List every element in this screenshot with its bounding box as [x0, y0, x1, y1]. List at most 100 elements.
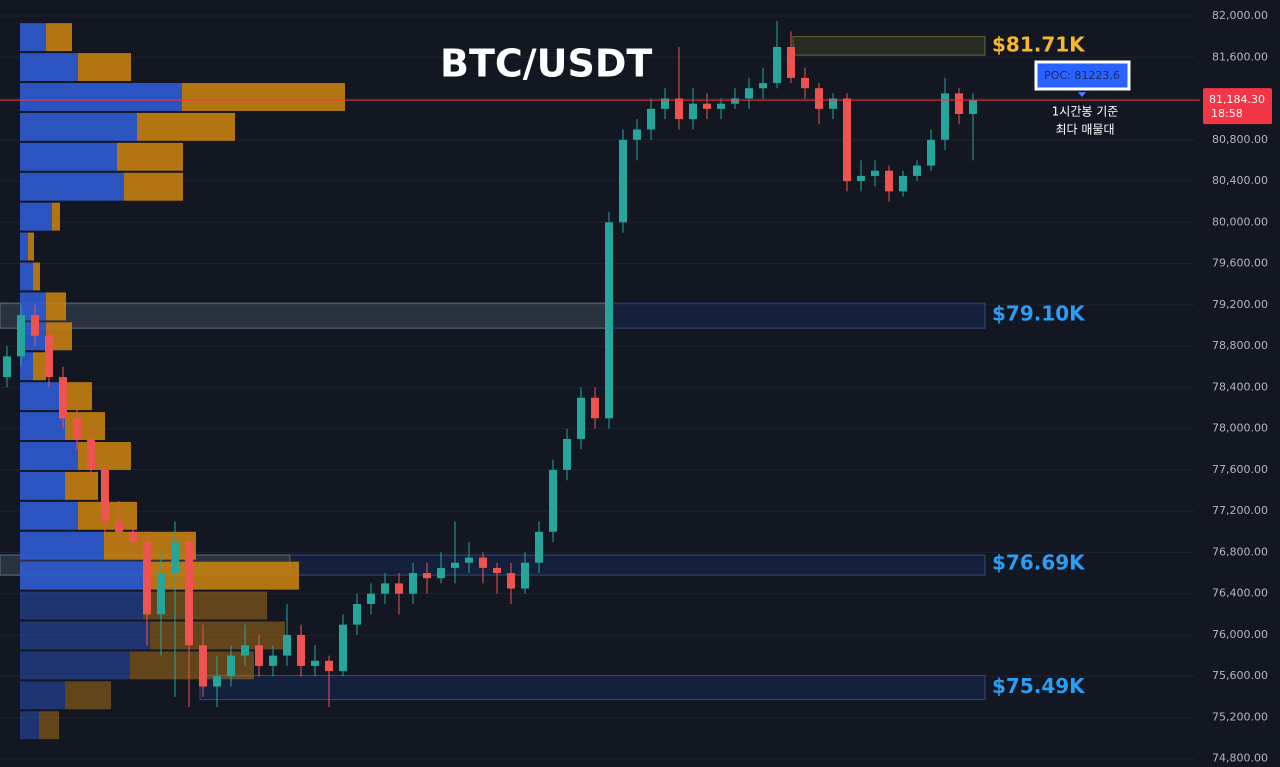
- candle-body: [17, 315, 25, 357]
- candle-body: [787, 46, 795, 78]
- zone-label: $81.71K: [992, 32, 1086, 56]
- profile-buy: [20, 382, 59, 411]
- profile-sell: [130, 651, 254, 680]
- candle-body: [675, 98, 683, 120]
- candle-body: [437, 567, 445, 579]
- y-tick-label: 77,600.00: [1212, 463, 1268, 476]
- profile-sell: [46, 292, 66, 321]
- candle-body: [143, 542, 151, 615]
- profile-buy: [20, 621, 150, 650]
- candle-body: [955, 93, 963, 114]
- candle-body: [815, 88, 823, 109]
- candle-body: [647, 108, 655, 130]
- zone-highlight: [0, 302, 611, 329]
- candle-body: [773, 46, 781, 84]
- candle-body: [339, 624, 347, 672]
- candle-body: [255, 645, 263, 666]
- profile-sell: [33, 352, 46, 381]
- candle-body: [325, 660, 333, 672]
- candle-body: [171, 542, 179, 574]
- profile-sell: [150, 621, 285, 650]
- candle-body: [87, 438, 95, 470]
- profile-buy: [20, 681, 65, 710]
- candle-body: [73, 418, 81, 439]
- countdown: 18:58: [1211, 107, 1243, 120]
- zone: [792, 36, 986, 56]
- y-tick-label: 75,200.00: [1212, 710, 1268, 723]
- profile-sell: [78, 53, 131, 82]
- candle-body: [661, 98, 669, 109]
- profile-buy: [20, 531, 104, 560]
- candle-body: [549, 469, 557, 532]
- profile-buy: [20, 53, 78, 82]
- candle-body: [3, 356, 11, 378]
- candle-body: [577, 397, 585, 439]
- y-tick-label: 79,200.00: [1212, 298, 1268, 311]
- candle-body: [157, 573, 165, 615]
- zone: [0, 302, 986, 329]
- profile-sell: [65, 412, 105, 441]
- last-price-label: 81,184.30: [1209, 93, 1265, 106]
- zone-label: $79.10K: [992, 302, 1086, 326]
- candle-body: [857, 175, 865, 182]
- profile-buy: [20, 202, 52, 231]
- candle-body: [129, 531, 137, 543]
- candle-body: [703, 103, 711, 109]
- y-tick-label: 77,200.00: [1212, 504, 1268, 517]
- candle-body: [507, 573, 515, 589]
- candle-body: [185, 542, 193, 646]
- y-tick-label: 79,600.00: [1212, 257, 1268, 270]
- poc-box: [1034, 60, 1131, 91]
- last-price-box: [1203, 88, 1272, 125]
- candle-body: [199, 645, 207, 687]
- profile-buy: [20, 651, 130, 680]
- candle-body: [493, 567, 501, 574]
- y-tick-label: 78,400.00: [1212, 380, 1268, 393]
- profile-sell: [124, 172, 183, 201]
- y-tick-label: 78,800.00: [1212, 339, 1268, 352]
- candle-body: [269, 655, 277, 666]
- y-tick-label: 80,000.00: [1212, 215, 1268, 228]
- candle-body: [843, 98, 851, 182]
- candle-body: [717, 103, 725, 109]
- y-tick-label: 76,800.00: [1212, 545, 1268, 558]
- profile-sell: [28, 232, 34, 261]
- poc-marker: [1078, 92, 1086, 98]
- profile-sell: [65, 471, 98, 500]
- profile-buy: [20, 172, 124, 201]
- poc-note: 최다 매물대: [1055, 123, 1114, 137]
- zone-label: $76.69K: [992, 550, 1086, 574]
- candle-body: [591, 397, 599, 419]
- profile-buy: [20, 442, 78, 470]
- candle-body: [535, 531, 543, 563]
- candle-body: [409, 573, 417, 594]
- profile-buy: [20, 501, 78, 530]
- candle-body: [101, 469, 109, 522]
- candle-body: [759, 83, 767, 89]
- profile-sell: [117, 142, 183, 171]
- profile-buy: [20, 352, 33, 381]
- candle-body: [885, 170, 893, 192]
- profile-sell: [182, 83, 345, 111]
- profile-buy: [20, 412, 65, 441]
- profile-buy: [20, 561, 150, 590]
- profile-buy: [20, 23, 46, 52]
- candle-body: [367, 593, 375, 605]
- candle-body: [311, 660, 319, 666]
- zone-label: $75.49K: [992, 674, 1086, 698]
- candle-body: [829, 98, 837, 109]
- y-tick-label: 80,800.00: [1212, 133, 1268, 146]
- profile-sell: [33, 262, 40, 291]
- poc-note: 1시간봉 기준: [1052, 105, 1119, 119]
- profile-buy: [20, 262, 33, 291]
- candle-body: [283, 634, 291, 656]
- candle-body: [689, 103, 697, 120]
- candle-body: [45, 335, 53, 378]
- candle-body: [969, 100, 977, 114]
- candle-body: [913, 165, 921, 176]
- y-tick-label: 74,800.00: [1212, 752, 1268, 765]
- profile-sell: [65, 681, 111, 710]
- y-tick-label: 76,000.00: [1212, 628, 1268, 641]
- chart-title: BTC/USDT: [440, 42, 652, 86]
